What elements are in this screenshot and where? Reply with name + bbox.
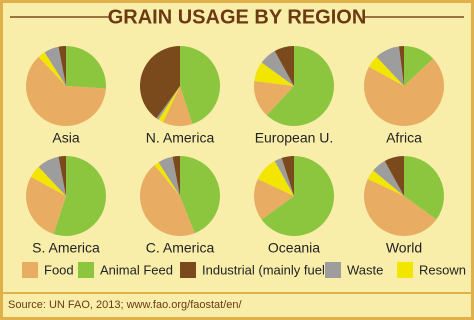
pie-slice [38, 52, 66, 86]
legend-label: Waste [347, 262, 383, 277]
pie-label: N. America [146, 130, 215, 146]
source-bar [3, 294, 471, 317]
legend-label: Animal Feed [100, 262, 173, 277]
legend-swatch [397, 262, 413, 278]
pie-slice [274, 157, 294, 196]
pie-label: Africa [386, 130, 422, 146]
pie-slice [367, 170, 404, 196]
pie-slice [139, 46, 180, 119]
pie-label: Oceania [268, 240, 320, 256]
legend-swatch [78, 262, 94, 278]
pie-slice [154, 162, 180, 196]
pie-slice [384, 156, 404, 196]
pie-label: World [386, 240, 422, 256]
pie-slice [404, 156, 444, 220]
pie-slice [266, 46, 334, 127]
pie-slice [58, 156, 66, 196]
pie-slice [30, 166, 67, 196]
pie-slice [156, 86, 180, 120]
pie-slice [26, 176, 67, 235]
pie-slice [373, 160, 404, 196]
pie-slice [254, 80, 294, 116]
pie-slice [376, 46, 404, 86]
pie-slice [158, 86, 180, 123]
legend-label: Food [44, 262, 74, 277]
pie-slice [281, 156, 294, 196]
pie-slice [44, 46, 66, 86]
pie-slice [180, 46, 221, 125]
pie-slice [254, 178, 294, 220]
legend-swatch [22, 262, 38, 278]
pie-slice [274, 46, 294, 86]
pie-slice [140, 165, 195, 236]
pie-slice [363, 58, 444, 126]
pie-label: C. America [146, 240, 215, 256]
pie-slice [162, 86, 193, 126]
pie-slice [404, 46, 434, 86]
pie-slice [25, 56, 106, 127]
pie-slice [368, 56, 404, 86]
pie-slice [38, 156, 66, 196]
legend-swatch [325, 262, 341, 278]
pie-slice [53, 156, 107, 236]
pie-slice [172, 156, 180, 196]
chart-title: GRAIN USAGE BY REGION [108, 6, 367, 28]
pie-slice [257, 160, 294, 196]
pie-slice [261, 50, 294, 86]
pie-label: S. America [32, 240, 100, 256]
pie-slice [398, 46, 404, 86]
pie-label: European U. [255, 130, 334, 146]
legend-swatch [180, 262, 196, 278]
pie-slice [58, 46, 66, 86]
pie-slice [254, 62, 294, 86]
pie-slice [364, 178, 437, 237]
pie-slice [158, 156, 180, 196]
source: Source: UN FAO, 2013; www.fao.org/faosta… [8, 299, 243, 311]
pie-label: Asia [52, 130, 79, 146]
pie-slice [180, 156, 220, 234]
legend-label: Industrial (mainly fuel) [202, 262, 329, 277]
legend-label: Resown [419, 262, 466, 277]
pie-slice [261, 156, 334, 237]
pie-slice [66, 46, 106, 89]
